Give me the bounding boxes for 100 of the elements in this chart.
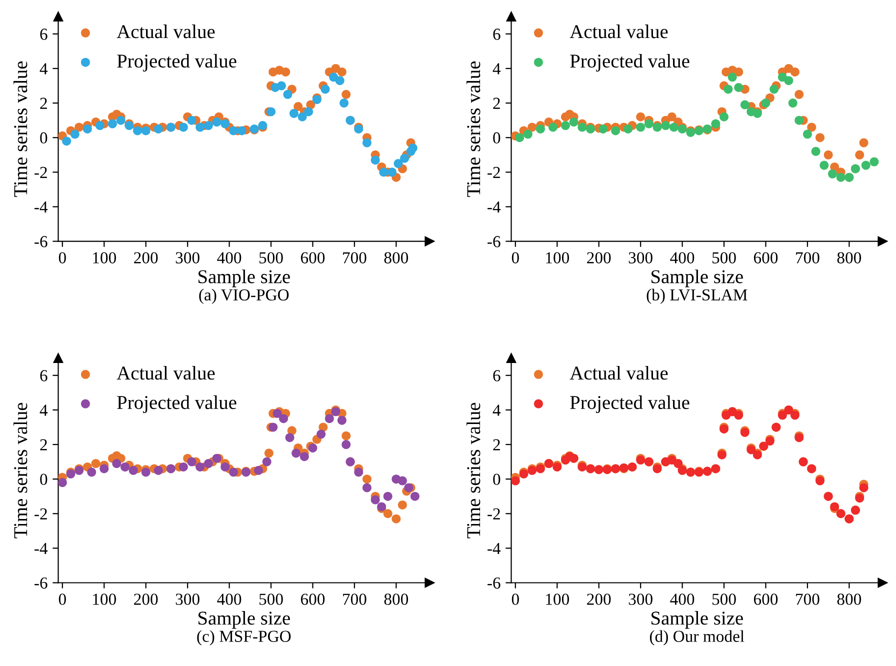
x-tick-label: 500: [712, 594, 736, 605]
point: [511, 476, 520, 486]
y-tick-label: -2: [34, 508, 47, 520]
y-tick-label: 4: [492, 404, 501, 416]
point: [262, 457, 272, 466]
point: [859, 483, 868, 492]
y-axis-title: Time series value: [14, 61, 28, 197]
point: [196, 122, 205, 132]
point: [734, 67, 744, 76]
point: [828, 169, 837, 178]
point: [342, 90, 351, 99]
point: [289, 108, 298, 118]
x-axis-title: Sample size: [651, 270, 743, 288]
y-tick-label: 4: [40, 63, 48, 74]
x-tick-label: 200: [134, 252, 158, 264]
y-tick-label: 2: [40, 98, 47, 109]
y-axis-title: Time series value: [14, 402, 28, 538]
point: [724, 84, 733, 94]
x-tick-label: 0: [512, 594, 519, 605]
point: [196, 462, 205, 472]
x-axis-title: Sample size: [198, 611, 290, 629]
x-tick-label: 100: [93, 252, 116, 264]
text: (d) Our model: [650, 630, 744, 646]
y-tick-label: -6: [34, 236, 48, 248]
point: [410, 492, 420, 501]
point: [320, 84, 330, 94]
x-tick-label: 800: [384, 594, 408, 605]
y-tick-label: 0: [493, 132, 500, 144]
point: [855, 150, 864, 160]
x-tick-label: 500: [712, 252, 736, 264]
point: [523, 130, 532, 139]
point: [337, 416, 346, 425]
x-tick-label: 400: [670, 594, 694, 605]
point: [740, 100, 750, 110]
x-tick-label: 700: [796, 594, 820, 605]
point: [95, 121, 104, 130]
x-tick-label: 100: [546, 252, 569, 264]
legend-label: Projected value: [570, 395, 690, 414]
point: [661, 121, 670, 130]
y-tick-label: 6: [493, 28, 500, 40]
y-tick-label: 0: [40, 474, 48, 486]
text: (b) LVI-SLAM: [646, 288, 748, 304]
point: [807, 122, 816, 132]
y-tick-label: 2: [493, 439, 500, 450]
point: [237, 126, 246, 136]
point: [316, 430, 326, 439]
point: [120, 462, 130, 472]
text: (a) VIO-PGO: [199, 288, 289, 304]
y-tick-label: -4: [34, 543, 48, 554]
x-tick-label: 500: [259, 252, 283, 264]
point: [70, 130, 80, 139]
point: [141, 126, 150, 136]
x-tick-label: 700: [343, 252, 366, 264]
point: [644, 119, 654, 128]
point: [335, 76, 344, 86]
point: [187, 116, 196, 125]
point: [569, 118, 578, 127]
x-tick-label: 600: [300, 594, 325, 605]
y-axis-title: Time series value: [466, 402, 480, 538]
y-tick-label: 0: [40, 132, 48, 144]
point: [100, 464, 109, 474]
point: [362, 138, 372, 148]
x-tick-label: 200: [587, 252, 611, 264]
point: [254, 466, 263, 475]
point: [734, 83, 744, 92]
point: [578, 122, 587, 132]
point: [794, 116, 804, 125]
point: [711, 119, 720, 128]
point: [87, 468, 96, 477]
point: [624, 124, 633, 134]
x-tick-label: 500: [259, 594, 283, 605]
point: [58, 478, 67, 488]
point: [362, 483, 372, 492]
x-tick-label: 700: [796, 252, 820, 264]
y-tick-label: -6: [488, 577, 500, 589]
text: (c) MSF-PGO: [197, 630, 291, 646]
point: [392, 514, 401, 524]
point: [281, 67, 290, 76]
point: [870, 157, 879, 166]
y-tick-label: -2: [488, 508, 500, 520]
point: [408, 143, 418, 152]
y-tick-label: -6: [488, 236, 500, 248]
point: [784, 76, 794, 86]
legend-label: Actual value: [116, 366, 215, 380]
x-tick-label: 400: [217, 594, 242, 605]
legend-label: Actual value: [116, 24, 215, 38]
point: [283, 90, 292, 99]
x-tick-label: 300: [628, 252, 652, 264]
x-tick-label: 200: [587, 594, 611, 605]
y-tick-label: -4: [488, 202, 501, 213]
point: [720, 112, 729, 122]
point: [820, 160, 829, 170]
point: [560, 121, 570, 130]
point: [515, 133, 524, 142]
y-tick-label: 0: [493, 474, 500, 486]
x-tick-label: 800: [837, 594, 862, 605]
point: [770, 84, 779, 94]
x-tick-label: 600: [300, 252, 325, 264]
point: [178, 122, 188, 132]
x-tick-label: 400: [217, 252, 242, 264]
